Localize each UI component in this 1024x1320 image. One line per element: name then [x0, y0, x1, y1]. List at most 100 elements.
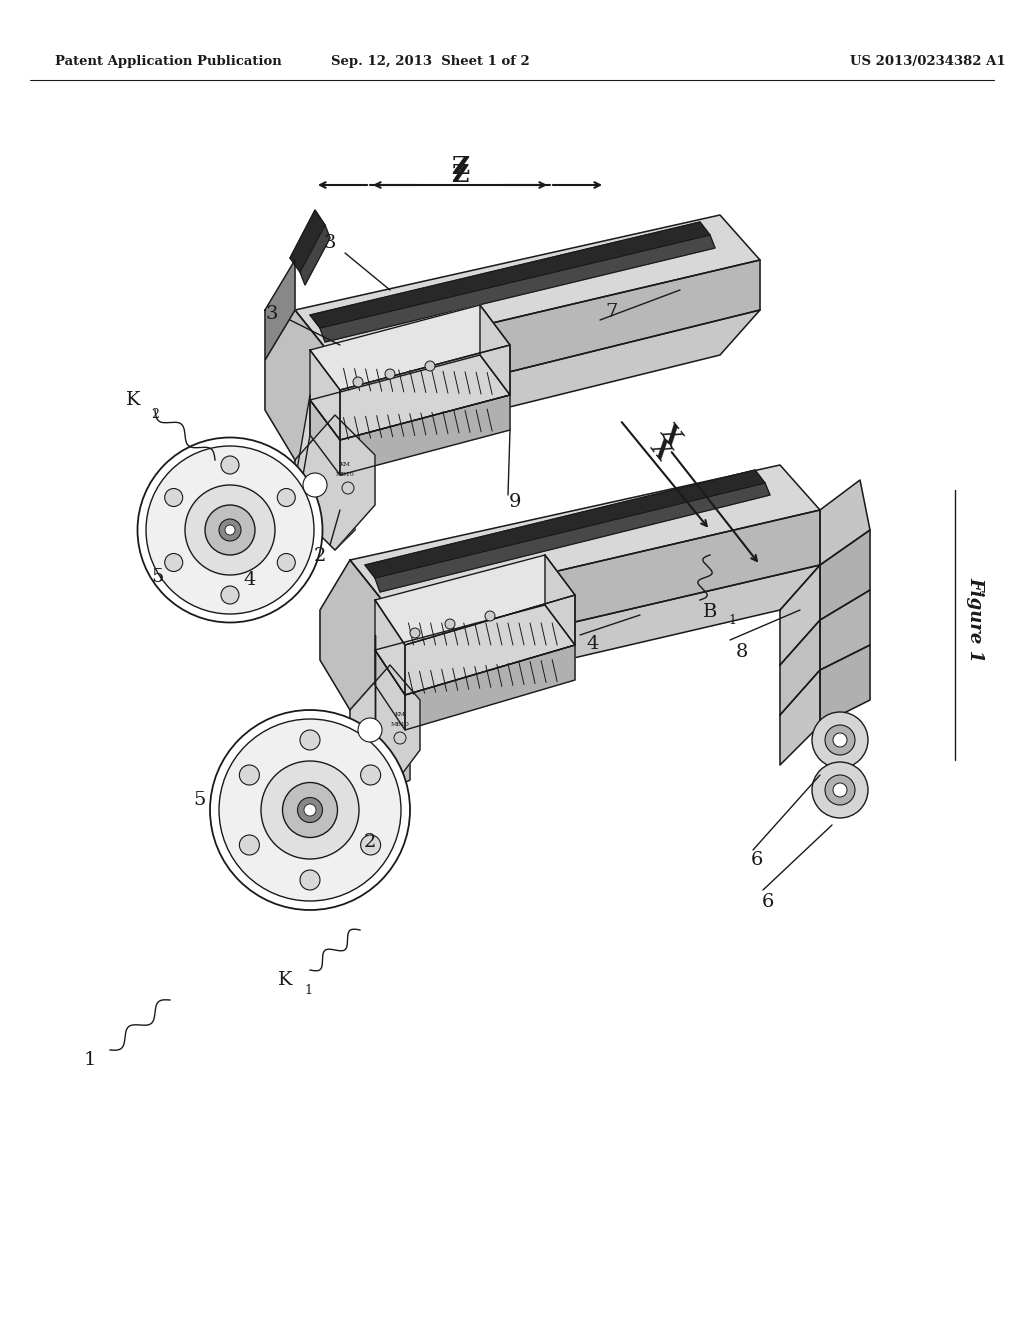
Polygon shape — [406, 595, 575, 696]
Circle shape — [240, 766, 259, 785]
Ellipse shape — [146, 446, 314, 614]
Circle shape — [833, 733, 847, 747]
Text: KM: KM — [394, 713, 406, 718]
Ellipse shape — [261, 762, 359, 859]
Text: 2: 2 — [364, 833, 376, 851]
Polygon shape — [820, 531, 870, 620]
Ellipse shape — [298, 797, 323, 822]
Polygon shape — [780, 565, 820, 665]
Text: 7: 7 — [606, 304, 618, 321]
Polygon shape — [310, 222, 710, 327]
Circle shape — [445, 619, 455, 630]
Circle shape — [278, 488, 295, 507]
Polygon shape — [820, 590, 870, 671]
Circle shape — [342, 482, 354, 494]
Circle shape — [300, 730, 319, 750]
Polygon shape — [780, 671, 820, 766]
Polygon shape — [375, 554, 575, 645]
Text: K: K — [126, 391, 140, 409]
Text: Z: Z — [451, 154, 469, 180]
Text: X: X — [645, 436, 675, 465]
Circle shape — [278, 553, 295, 572]
Ellipse shape — [205, 506, 255, 554]
Polygon shape — [375, 649, 406, 730]
Polygon shape — [310, 350, 340, 440]
Text: 9: 9 — [509, 492, 521, 511]
Text: KM: KM — [340, 462, 350, 467]
Circle shape — [360, 836, 381, 855]
Polygon shape — [406, 645, 575, 730]
Polygon shape — [375, 605, 575, 696]
Polygon shape — [319, 235, 715, 342]
Polygon shape — [319, 560, 390, 710]
Text: US 2013/0234382 A1: US 2013/0234382 A1 — [850, 55, 1006, 69]
Circle shape — [358, 718, 382, 742]
Circle shape — [353, 378, 362, 387]
Text: 5: 5 — [194, 791, 206, 809]
Circle shape — [385, 370, 395, 379]
Text: Figure 1: Figure 1 — [966, 577, 984, 663]
Polygon shape — [290, 210, 325, 272]
Polygon shape — [375, 601, 406, 696]
Text: Patent Application Publication: Patent Application Publication — [55, 55, 282, 69]
Circle shape — [410, 628, 420, 638]
Polygon shape — [375, 483, 770, 591]
Text: K: K — [278, 972, 292, 989]
Polygon shape — [350, 665, 410, 789]
Text: 8: 8 — [736, 643, 749, 661]
Text: 6: 6 — [751, 851, 763, 869]
Circle shape — [825, 775, 855, 805]
Circle shape — [825, 725, 855, 755]
Ellipse shape — [219, 719, 401, 902]
Polygon shape — [340, 345, 510, 440]
Polygon shape — [350, 565, 820, 710]
Polygon shape — [480, 305, 510, 395]
Text: Z: Z — [452, 162, 469, 187]
Text: 6: 6 — [762, 894, 774, 911]
Circle shape — [360, 766, 381, 785]
Polygon shape — [365, 470, 765, 578]
Circle shape — [165, 553, 182, 572]
Polygon shape — [295, 310, 760, 459]
Circle shape — [240, 836, 259, 855]
Circle shape — [394, 733, 406, 744]
Ellipse shape — [283, 783, 338, 837]
Polygon shape — [390, 510, 820, 665]
Text: X: X — [654, 420, 685, 450]
Polygon shape — [300, 224, 330, 285]
Ellipse shape — [185, 484, 275, 576]
Ellipse shape — [304, 804, 316, 816]
Circle shape — [221, 586, 239, 605]
Polygon shape — [265, 310, 335, 459]
Polygon shape — [295, 215, 760, 360]
Text: 3: 3 — [324, 234, 336, 252]
Circle shape — [425, 360, 435, 371]
Circle shape — [221, 455, 239, 474]
Ellipse shape — [219, 519, 241, 541]
Text: 3: 3 — [266, 305, 279, 323]
Polygon shape — [340, 395, 510, 475]
Polygon shape — [295, 414, 355, 550]
Polygon shape — [820, 480, 870, 565]
Ellipse shape — [210, 710, 410, 909]
Text: 1: 1 — [84, 1051, 96, 1069]
Circle shape — [485, 611, 495, 620]
Text: Sep. 12, 2013  Sheet 1 of 2: Sep. 12, 2013 Sheet 1 of 2 — [331, 55, 529, 69]
Polygon shape — [545, 554, 575, 645]
Polygon shape — [350, 665, 420, 789]
Text: MB10: MB10 — [390, 722, 410, 726]
Text: MB10: MB10 — [336, 471, 354, 477]
Polygon shape — [265, 260, 295, 360]
Circle shape — [833, 783, 847, 797]
Polygon shape — [780, 620, 820, 715]
Text: 2: 2 — [152, 408, 159, 421]
Ellipse shape — [225, 525, 234, 535]
Polygon shape — [820, 645, 870, 725]
Text: B: B — [702, 603, 717, 620]
Polygon shape — [335, 260, 760, 414]
Text: 4: 4 — [587, 635, 599, 653]
Text: 5: 5 — [152, 568, 164, 586]
Circle shape — [165, 488, 182, 507]
Polygon shape — [350, 465, 820, 610]
Polygon shape — [310, 355, 510, 440]
